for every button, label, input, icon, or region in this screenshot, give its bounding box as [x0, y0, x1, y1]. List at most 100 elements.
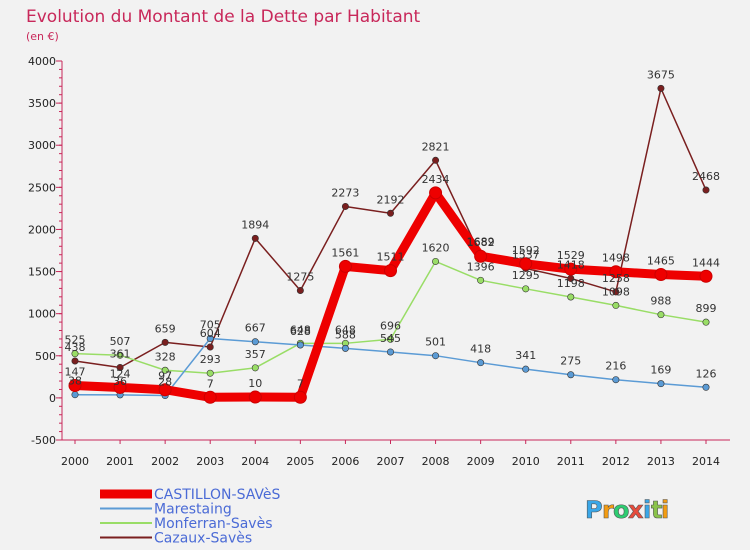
logo-letter: i	[661, 496, 669, 524]
x-tick-label: 2010	[512, 455, 540, 468]
data-label-0: 147	[65, 366, 86, 379]
y-tick-label: 4000	[28, 55, 56, 68]
series-point-2	[386, 335, 394, 343]
series-point-0	[68, 379, 82, 393]
data-label-3: 1258	[602, 272, 630, 285]
data-label-2: 1098	[602, 285, 630, 298]
data-label-2: 988	[650, 295, 671, 308]
series-point-1	[71, 391, 79, 399]
data-label-0: 10	[248, 377, 262, 390]
series-point-0	[429, 186, 443, 200]
x-tick-label: 2003	[196, 455, 224, 468]
y-tick-label: 0	[49, 392, 56, 405]
data-label-2: 1396	[467, 260, 495, 273]
data-label-3: 2273	[331, 186, 359, 199]
y-tick-label: 1500	[28, 266, 56, 279]
axes: -500 0 500 1000 1500 2000 2500 3000 3500 4000 2000…	[28, 55, 730, 468]
data-label-1: 705	[200, 319, 221, 332]
chart-title: Evolution du Montant de la Dette par Hab…	[26, 7, 421, 27]
logo-letter: o	[613, 496, 630, 524]
data-label-1: 545	[380, 332, 401, 345]
series-point-0	[248, 390, 262, 404]
x-tick-label: 2004	[241, 455, 269, 468]
series-point-0	[699, 269, 713, 283]
x-tick-label: 2006	[331, 455, 359, 468]
series-point-2	[477, 276, 485, 284]
data-label-2: 696	[380, 319, 401, 332]
series-point-0	[474, 249, 488, 263]
x-tick-label: 2011	[557, 455, 585, 468]
series-point-3	[612, 288, 620, 296]
series-point-2	[432, 257, 440, 265]
series-point-0	[203, 390, 217, 404]
data-label-extra: 36	[113, 375, 127, 388]
series-point-0	[158, 383, 172, 397]
x-tick-label: 2000	[61, 455, 89, 468]
series-point-2	[702, 318, 710, 326]
logo-letter: i	[643, 496, 651, 524]
series-point-1	[477, 359, 485, 367]
data-label-0: 1561	[331, 246, 359, 259]
data-label-3: 438	[65, 341, 86, 354]
data-label-0: 97	[158, 370, 172, 383]
legend: CASTILLON-SAVèSMarestaingMonferran-Savès…	[100, 487, 280, 547]
data-label-1: 126	[696, 367, 717, 380]
data-label-0: 1682	[467, 236, 495, 249]
data-label-0: 1465	[647, 255, 675, 268]
y-tick-label: 2500	[28, 181, 56, 194]
series-point-3	[116, 363, 124, 371]
data-label-0: 1592	[512, 244, 540, 257]
series-point-2	[522, 285, 530, 293]
series-point-3	[161, 338, 169, 346]
x-tick-label: 2009	[467, 455, 495, 468]
series-point-1	[522, 365, 530, 373]
x-tick-label: 2013	[647, 455, 675, 468]
data-label-2: 1295	[512, 269, 540, 282]
series-point-0	[293, 390, 307, 404]
y-tick-label: 500	[35, 350, 56, 363]
series-point-1	[657, 380, 665, 388]
legend-label: Marestaing	[154, 502, 232, 518]
x-tick-label: 2012	[602, 455, 630, 468]
series-point-2	[567, 293, 575, 301]
legend-label: CASTILLON-SAVèS	[154, 487, 280, 503]
series-point-0	[384, 264, 397, 278]
data-label-2: 525	[65, 334, 86, 347]
data-label-2: 899	[696, 302, 717, 315]
x-tick-label: 2007	[377, 455, 405, 468]
series-point-0	[519, 257, 533, 271]
logo-letter: r	[602, 496, 614, 524]
data-label-1: 341	[515, 349, 536, 362]
series-point-3	[251, 234, 259, 242]
y-tick-label: 3000	[28, 139, 56, 152]
data-label-1: 169	[650, 364, 671, 377]
series-point-2	[206, 369, 214, 377]
series-point-0	[113, 380, 127, 394]
series-point-0	[654, 268, 668, 282]
series-point-1	[251, 338, 259, 346]
data-label-1: 28	[158, 376, 172, 389]
series-layer	[68, 84, 713, 404]
y-tick-label: 3500	[28, 97, 56, 110]
x-tick-label: 2005	[286, 455, 314, 468]
series-point-1	[567, 371, 575, 379]
data-label-1: 501	[425, 336, 446, 349]
series-point-3	[432, 156, 440, 164]
data-label-3: 2192	[377, 193, 405, 206]
series-point-2	[657, 311, 665, 319]
data-label-0: 1444	[692, 256, 720, 269]
x-tick-label: 2014	[692, 455, 720, 468]
series-point-1	[702, 383, 710, 391]
series-point-2	[116, 351, 124, 359]
data-label-1: 275	[560, 355, 581, 368]
x-tick-label: 2002	[151, 455, 179, 468]
series-point-3	[296, 287, 304, 295]
series-point-1	[432, 352, 440, 360]
data-label-0: 124	[110, 367, 131, 380]
legend-label: Monferran-Savès	[154, 516, 273, 532]
data-label-1: 418	[470, 343, 491, 356]
series-point-3	[702, 186, 710, 194]
series-point-0	[564, 262, 578, 276]
